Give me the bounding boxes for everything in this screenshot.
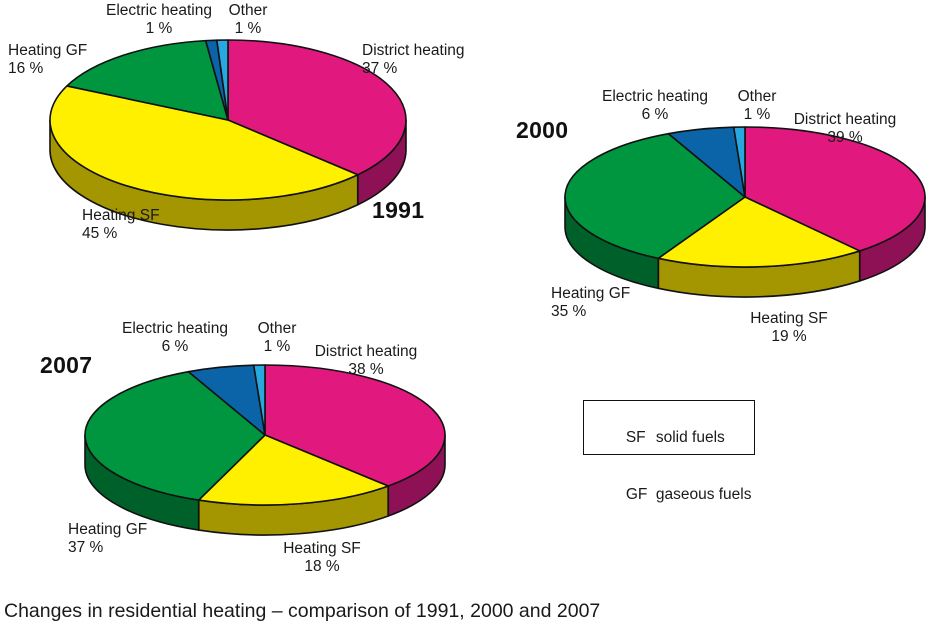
slice-label-title: Other: [228, 2, 268, 19]
pie-label-1991-heating-gf: Heating GF 16 %: [8, 42, 87, 78]
legend-box: SF solid fuels GF gaseous fuels: [583, 400, 755, 503]
legend-row: SF solid fuels: [600, 409, 740, 466]
slice-label-title: District heating: [362, 42, 465, 59]
slice-label-title: Electric heating: [602, 88, 708, 105]
slice-label-title: Heating GF: [8, 42, 88, 59]
pie-label-2000-district-heating: District heating 39 %: [794, 111, 897, 147]
slice-label-value: 6 %: [161, 338, 189, 355]
slice-label-title: Heating SF: [283, 540, 361, 557]
pie-slice-district-heating[interactable]: [744, 126, 926, 252]
legend-row: GF gaseous fuels: [600, 466, 752, 523]
slice-label-value: 19 %: [771, 328, 807, 345]
pie-label-1991-district-heating: District heating 37 %: [362, 42, 465, 78]
legend-key-gf: GF: [625, 486, 648, 503]
pie-label-2000-heating-gf: Heating GF 35 %: [551, 285, 630, 321]
slice-label-value: 1 %: [234, 20, 262, 37]
pie-label-2000-other: Other 1 %: [738, 88, 777, 124]
pie-label-1991-electric-heating: Electric heating 1 %: [106, 2, 212, 38]
slice-label-title: Heating GF: [551, 285, 631, 302]
pie-slice-heating-gf[interactable]: [66, 39, 229, 121]
slice-label-value: 38 %: [348, 361, 384, 378]
slice-label-value: 18 %: [304, 558, 340, 575]
pie-year-label-2000: 2000: [516, 117, 569, 143]
pie-slice-other[interactable]: [732, 126, 746, 198]
slice-label-title: District heating: [793, 111, 897, 128]
pie-label-1991-heating-sf: Heating SF 45 %: [82, 207, 160, 243]
pie-top-faces: [49, 39, 407, 201]
pie-label-2007-other: Other 1 %: [258, 320, 297, 356]
slice-label-value: 16 %: [8, 60, 44, 77]
slice-label-value: 39 %: [827, 129, 863, 146]
pie-slice-district-heating[interactable]: [227, 39, 407, 176]
pie-label-2007-district-heating: District heating 38 %: [315, 343, 418, 379]
pie-label-2007-heating-gf: Heating GF 37 %: [68, 521, 147, 557]
slice-label-value: 1 %: [743, 106, 771, 123]
legend-key-sf: SF: [625, 429, 646, 446]
pie-slice-heating-sf[interactable]: [657, 196, 861, 268]
slice-label-title: Other: [737, 88, 777, 105]
pie-chart-2000: [505, 67, 950, 357]
slice-label-title: Heating SF: [750, 310, 828, 327]
pie-year-label-1991: 1991: [372, 197, 425, 223]
slice-label-title: Electric heating: [106, 2, 212, 19]
legend-text-gf: gaseous fuels: [655, 486, 752, 503]
slice-label-title: Electric heating: [122, 320, 228, 337]
slice-label-value: 6 %: [641, 106, 669, 123]
pie-slice-other[interactable]: [216, 39, 229, 121]
pie-label-2000-heating-sf: Heating SF 19 %: [750, 310, 828, 346]
pie-slice-heating-sf[interactable]: [49, 85, 359, 201]
pie-label-2007-electric-heating: Electric heating 6 %: [122, 320, 228, 356]
pie-top-faces: [564, 126, 926, 268]
pie-slice-district-heating[interactable]: [264, 364, 446, 487]
pie-chart-1991: [0, 0, 466, 290]
pie-label-2000-electric-heating: Electric heating 6 %: [602, 88, 708, 124]
slice-label-value: 45 %: [82, 225, 118, 242]
pie-year-label-2007: 2007: [40, 352, 93, 378]
slice-label-value: 37 %: [362, 60, 398, 77]
pie-slice-heating-gf[interactable]: [84, 370, 266, 501]
pie-slice-heating-sf[interactable]: [197, 434, 390, 506]
slice-label-value: 1 %: [263, 338, 291, 355]
pie-slice-other[interactable]: [252, 364, 266, 436]
slice-label-value: 1 %: [145, 20, 173, 37]
legend-text-sf: solid fuels: [655, 429, 725, 446]
pie-slice-heating-gf[interactable]: [564, 132, 746, 260]
slice-label-title: Heating SF: [82, 207, 160, 224]
slice-label-title: Heating GF: [68, 521, 148, 538]
slice-label-value: 35 %: [551, 303, 587, 320]
pie-label-2007-heating-sf: Heating SF 18 %: [283, 540, 361, 576]
figure-caption: Changes in residential heating – compari…: [4, 600, 601, 622]
slice-label-title: District heating: [314, 343, 418, 360]
pie-chart-2007: [25, 305, 505, 595]
slice-label-value: 37 %: [68, 539, 104, 556]
pie-label-1991-other: Other 1 %: [229, 2, 268, 38]
slice-label-title: Other: [257, 320, 297, 337]
pie-top-faces: [84, 364, 446, 506]
